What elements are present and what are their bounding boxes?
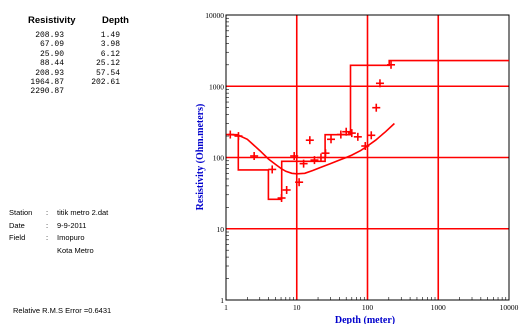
resistivity-value: 25.90	[39, 49, 64, 59]
station-label: Station	[9, 208, 33, 217]
resistivity-header: Resistivity	[28, 15, 76, 26]
station-row: Station : titik metro 2.dat	[9, 207, 179, 220]
data-point	[367, 131, 376, 140]
y-tick-label: 1000	[209, 82, 224, 91]
y-tick-label: 10	[217, 225, 225, 234]
field-row: Field : Imopuro	[9, 232, 179, 245]
layer-model-line	[228, 59, 509, 201]
depth-value: 6.12	[100, 49, 120, 59]
resistivity-value: 67.09	[39, 40, 64, 50]
chart-series	[226, 59, 509, 203]
chart-grid	[226, 15, 509, 300]
station-value: titik metro 2.dat	[57, 208, 109, 217]
depth-value: 57.54	[95, 68, 120, 78]
field-label: Field	[9, 233, 26, 242]
x-tick-label: 10	[293, 303, 301, 312]
calculated-curve	[228, 122, 395, 175]
data-point	[295, 178, 304, 187]
tick-labels: 1 10 100 1000 10000 1 10 100 1000 10000	[205, 11, 518, 312]
field-value-2: Kota Metro	[57, 245, 94, 255]
y-axis-label: Resistivity (Ohm.meters)	[195, 104, 206, 211]
depth-value: 202.61	[91, 78, 120, 88]
resistivity-value: 2290.87	[30, 87, 64, 97]
depth-value: 3.98	[100, 40, 120, 50]
x-tick-label: 100	[362, 303, 374, 312]
data-point	[282, 185, 291, 194]
rms-error: Relative R.M.S Error =0.6431	[13, 306, 112, 315]
x-tick-label: 1000	[431, 303, 446, 312]
field-row-2: Kota Metro	[9, 245, 179, 258]
data-point	[316, 153, 325, 162]
depth-value: 25.12	[95, 59, 120, 69]
y-tick-label: 1	[220, 296, 224, 305]
colon: :	[46, 220, 49, 230]
resistivity-value: 1964.87	[30, 78, 64, 88]
depth-column: 1.49 3.98 6.12 25.12 57.54 202.61	[86, 31, 120, 87]
resistivity-value: 208.93	[35, 31, 64, 40]
x-axis-label: Depth (meter)	[335, 315, 395, 324]
date-row: Date : 9-9-2011	[9, 220, 179, 233]
depth-header: Depth	[102, 15, 129, 26]
minor-ticks	[226, 17, 507, 300]
depth-value: 1.49	[100, 31, 120, 40]
data-point	[268, 165, 277, 174]
data-point	[310, 156, 319, 165]
resistivity-value: 208.93	[35, 68, 64, 78]
resistivity-column: 208.93 67.09 25.90 88.44 208.93 1964.87 …	[20, 31, 64, 97]
data-point	[290, 151, 299, 160]
field-value: Imopuro	[57, 233, 85, 242]
data-point	[347, 129, 356, 138]
data-point	[305, 136, 314, 145]
data-point	[327, 135, 336, 144]
y-tick-label: 10000	[205, 11, 224, 20]
plot-frame	[225, 14, 510, 301]
resistivity-value: 88.44	[39, 59, 64, 69]
data-point	[250, 151, 259, 160]
data-point	[375, 79, 384, 88]
station-info: Station : titik metro 2.dat Date : 9-9-2…	[9, 207, 179, 257]
data-point	[372, 103, 381, 112]
data-point	[353, 132, 362, 141]
x-tick-label: 10000	[500, 303, 519, 312]
x-tick-label: 1	[224, 303, 228, 312]
date-label: Date	[9, 220, 25, 230]
colon: :	[46, 208, 49, 217]
date-value: 9-9-2011	[57, 220, 87, 230]
y-tick-label: 100	[213, 154, 225, 163]
colon: :	[46, 233, 49, 242]
